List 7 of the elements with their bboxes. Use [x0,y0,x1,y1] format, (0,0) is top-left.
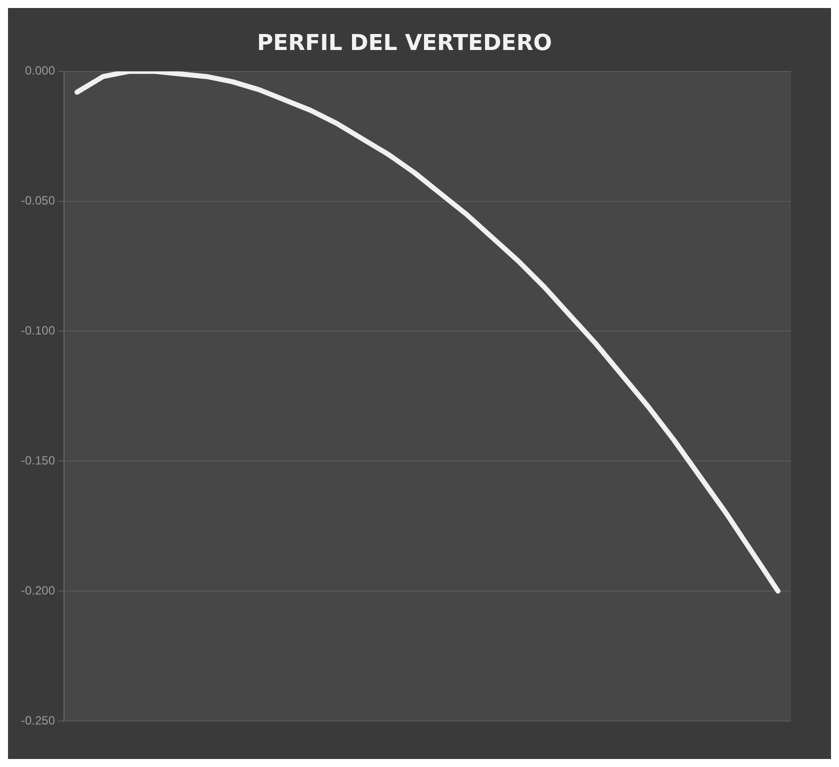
chart-title: PERFIL DEL VERTEDERO [257,30,552,56]
y-tick-label: -0.150 [20,453,56,468]
y-tick-label: -0.250 [20,713,56,728]
y-tick-label: -0.200 [20,583,56,598]
y-tick-label: -0.050 [20,194,56,208]
y-tick-label: 0.000 [24,64,56,78]
y-tick-label: -0.100 [20,324,56,338]
